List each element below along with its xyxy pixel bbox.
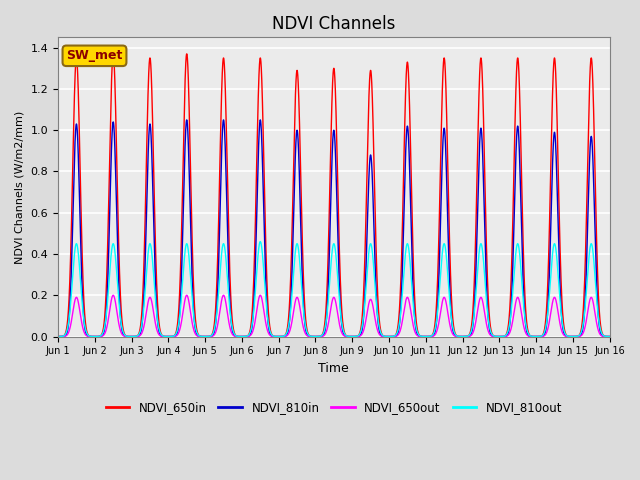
NDVI_810out [410, 309, 418, 315]
NDVI_650out [410, 326, 418, 332]
NDVI_810in [54, 334, 62, 339]
NDVI_810out [172, 331, 180, 336]
NDVI_810in [183, 117, 191, 123]
NDVI_650out [54, 334, 62, 339]
Line: NDVI_650out: NDVI_650out [58, 295, 610, 336]
NDVI_650out [166, 334, 174, 339]
Text: SW_met: SW_met [67, 49, 123, 62]
NDVI_650out [488, 333, 496, 339]
NDVI_650out [606, 334, 614, 339]
NDVI_650out [172, 333, 180, 339]
Line: NDVI_650in: NDVI_650in [58, 54, 610, 336]
NDVI_810in [166, 334, 174, 339]
NDVI_810out [488, 332, 496, 337]
NDVI_810in [606, 334, 614, 339]
NDVI_650in [109, 51, 117, 57]
Line: NDVI_810out: NDVI_810out [58, 241, 610, 336]
NDVI_810out [606, 334, 614, 339]
NDVI_650in [410, 278, 418, 284]
NDVI_810in [410, 305, 418, 311]
X-axis label: Time: Time [319, 362, 349, 375]
NDVI_810in [488, 333, 496, 339]
NDVI_810out [604, 334, 612, 339]
NDVI_650out [604, 334, 612, 339]
NDVI_650in [260, 193, 268, 199]
Line: NDVI_810in: NDVI_810in [58, 120, 610, 336]
Title: NDVI Channels: NDVI Channels [272, 15, 396, 33]
NDVI_810in [172, 333, 180, 338]
NDVI_810out [257, 239, 264, 244]
Legend: NDVI_650in, NDVI_810in, NDVI_650out, NDVI_810out: NDVI_650in, NDVI_810in, NDVI_650out, NDV… [100, 396, 567, 419]
Y-axis label: NDVI Channels (W/m2/mm): NDVI Channels (W/m2/mm) [15, 110, 25, 264]
NDVI_810out [260, 280, 268, 286]
NDVI_810in [260, 240, 268, 246]
NDVI_650in [604, 334, 612, 339]
NDVI_650out [260, 313, 268, 319]
NDVI_810out [54, 334, 62, 339]
NDVI_650in [172, 329, 180, 335]
NDVI_650in [488, 331, 496, 337]
NDVI_650out [109, 292, 117, 298]
NDVI_650in [606, 334, 614, 339]
NDVI_650in [166, 334, 174, 339]
NDVI_650in [54, 334, 62, 339]
NDVI_810out [166, 334, 174, 339]
NDVI_810in [604, 334, 612, 339]
